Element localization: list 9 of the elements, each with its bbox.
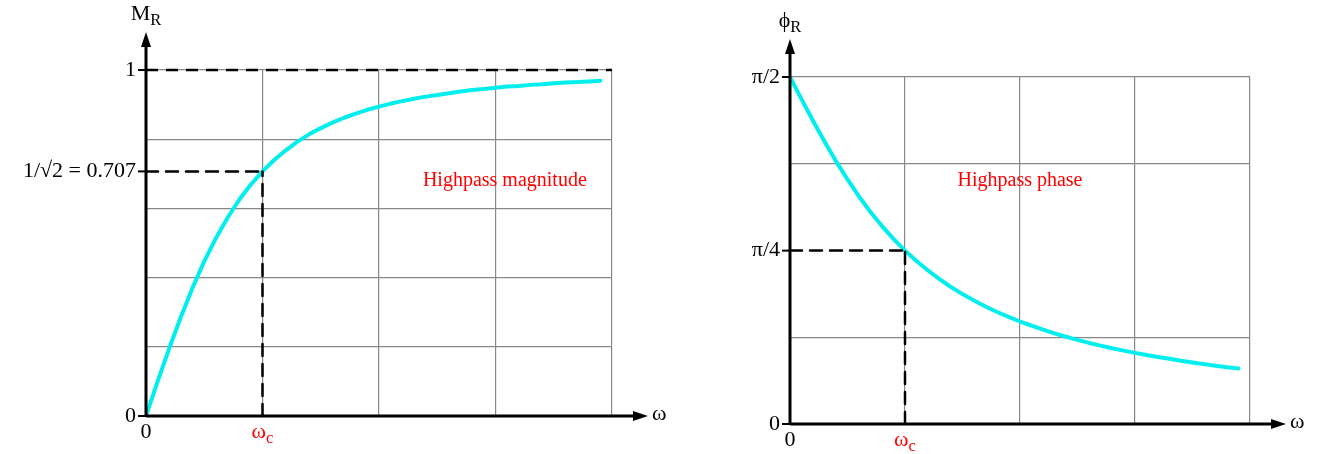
y-tick-label: π/4 — [751, 236, 781, 262]
y-tick-label: π/2 — [751, 62, 781, 88]
x-axis-title: ω — [652, 399, 667, 425]
x-axis-title: ω — [1290, 407, 1305, 433]
annotation: Highpass phase — [957, 168, 1083, 192]
annotation: Highpass magnitude — [422, 167, 587, 191]
y-tick-label: 1/√2 = 0.707 — [22, 157, 136, 183]
y-tick-label: 0 — [125, 401, 136, 427]
y-tick-label: 1 — [125, 55, 136, 81]
